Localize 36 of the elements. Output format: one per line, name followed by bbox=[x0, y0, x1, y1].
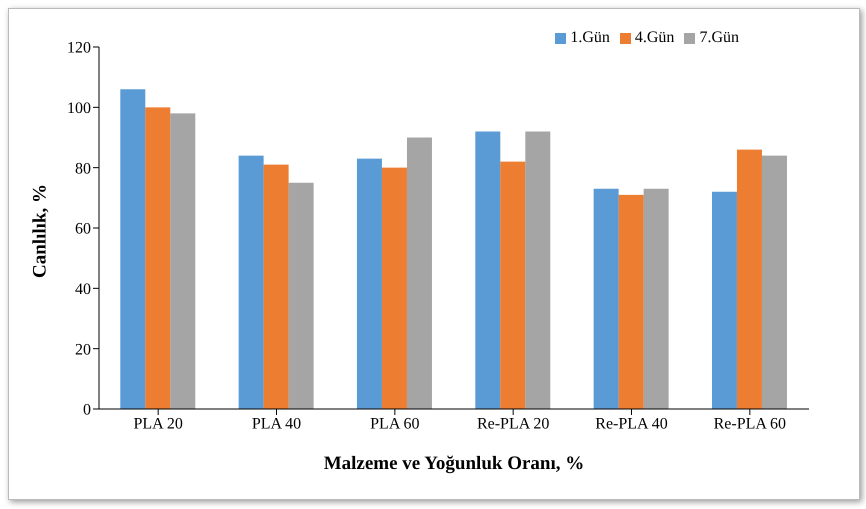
bar bbox=[238, 156, 264, 409]
x-tick-label: Re-PLA 40 bbox=[595, 415, 668, 432]
bar bbox=[500, 162, 526, 409]
legend-label: 1.Gün bbox=[570, 29, 610, 46]
bar bbox=[712, 192, 737, 409]
bar bbox=[406, 138, 432, 409]
bar bbox=[644, 188, 669, 409]
bar bbox=[145, 107, 170, 409]
y-tick-label: 0 bbox=[83, 402, 91, 419]
x-axis-title: Malzeme ve Yoğunluk Oranı, % bbox=[324, 453, 584, 474]
x-tick-label: PLA 60 bbox=[370, 415, 420, 432]
bar bbox=[525, 131, 550, 409]
legend-label: 4.Gün bbox=[634, 29, 674, 46]
bar bbox=[475, 131, 500, 409]
bar bbox=[736, 150, 762, 409]
x-tick-label: PLA 40 bbox=[252, 415, 302, 432]
y-tick-label: 120 bbox=[67, 40, 91, 57]
bar bbox=[594, 188, 619, 409]
y-tick-label: 80 bbox=[75, 160, 91, 178]
bar bbox=[120, 89, 146, 409]
bar bbox=[618, 194, 644, 409]
bar bbox=[170, 113, 196, 409]
x-tick-label: Re-PLA 60 bbox=[714, 415, 786, 432]
y-tick-label: 20 bbox=[75, 341, 91, 358]
y-axis-title: Canlılık, % bbox=[30, 184, 51, 278]
legend-label: 7.Gün bbox=[699, 29, 739, 46]
y-tick-label: 60 bbox=[75, 220, 91, 238]
bar bbox=[264, 164, 289, 409]
bar bbox=[288, 182, 314, 409]
bar bbox=[356, 158, 382, 409]
y-tick-label: 40 bbox=[75, 281, 91, 298]
x-tick-label: Re-PLA 20 bbox=[476, 415, 550, 432]
x-tick-label: PLA 20 bbox=[133, 415, 183, 432]
bar bbox=[382, 168, 407, 409]
y-tick-label: 100 bbox=[67, 100, 91, 118]
bar bbox=[762, 156, 787, 409]
